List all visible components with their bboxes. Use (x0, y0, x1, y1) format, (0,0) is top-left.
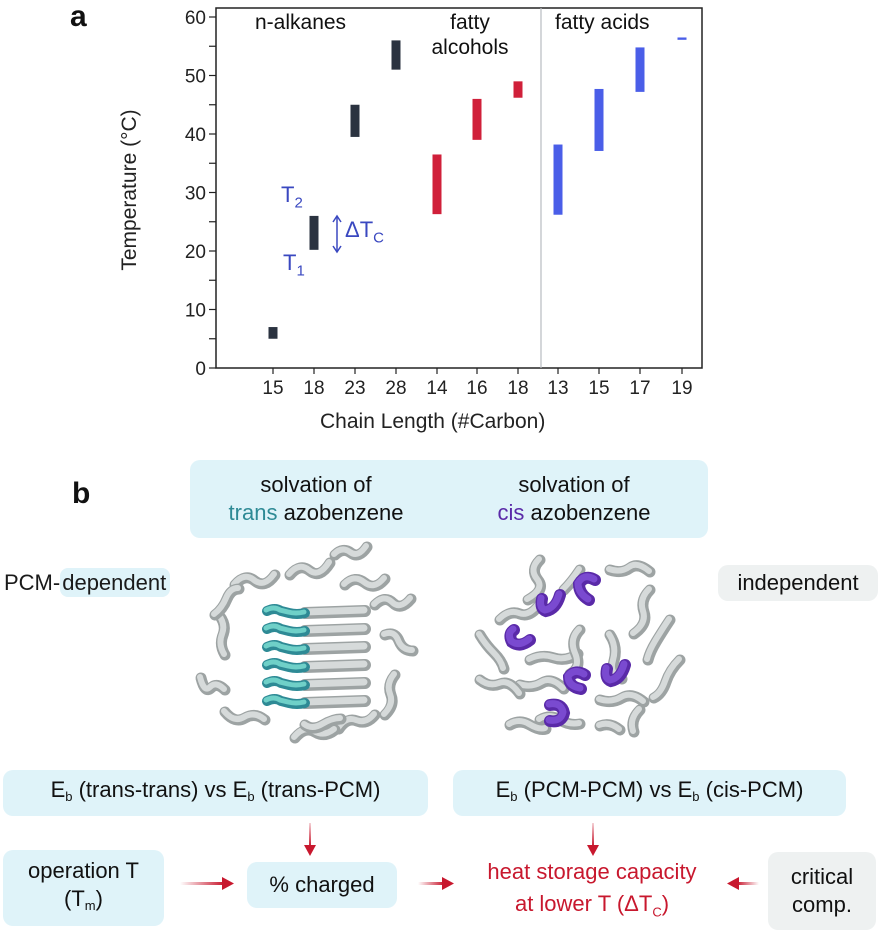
critical-line1: critical (790, 864, 854, 889)
chart-plot-area: 0 10 20 30 40 50 60 15 18 23 28 14 16 18 13 15 17 19 (185, 7, 703, 399)
operation-line2: (Tm) (64, 885, 103, 913)
x-axis-title: Chain Length (#Carbon) (320, 410, 546, 433)
range-bar (432, 154, 442, 215)
x-tick-label: 13 (547, 378, 568, 399)
critical-composition-box: critical comp. (768, 852, 876, 930)
critical-line2: comp. (792, 892, 852, 917)
eb-trans-box: Eb (trans-trans) vs Eb (trans-PCM) (3, 770, 428, 816)
y-axis-title: Temperature (°C) (118, 109, 141, 271)
group-label-fatty-alcohols: fatty alcohols (430, 10, 510, 60)
arrow-charged-to-heat (418, 877, 454, 890)
range-bar (391, 40, 401, 70)
independent-box: independent (718, 565, 878, 601)
t1-annotation: T1 (283, 250, 305, 280)
arrow-eb-cis-to-heat (587, 823, 599, 856)
range-bar (553, 144, 563, 215)
range-bar (472, 98, 482, 140)
cis-solvation-line1: solvation of (518, 472, 630, 497)
x-tick-label: 18 (303, 378, 324, 399)
heat-line2: at lower T (ΔTC) (514, 891, 670, 920)
plot-frame (215, 7, 703, 369)
range-bar (677, 37, 687, 40)
arrow-eb-trans-to-charged (304, 823, 316, 856)
t2-annotation: T2 (281, 182, 303, 212)
panel-b-label: b (72, 477, 91, 510)
pcm-prefix: PCM- (4, 570, 61, 595)
delta-tc-annotation: ΔTC (345, 217, 384, 247)
group-label-fatty-acids: fatty acids (555, 11, 650, 34)
group-label-fatty: fatty (450, 11, 490, 34)
group-label-alcohols: alcohols (431, 36, 509, 59)
eb-cis-box: Eb (PCM-PCM) vs Eb (cis-PCM) (453, 770, 846, 816)
cis-solvation-box: solvation of cis azobenzene (440, 460, 708, 538)
range-bar (350, 104, 360, 137)
y-tick-label: 30 (185, 184, 206, 205)
y-tick-label: 60 (185, 8, 206, 29)
heat-line1: heat storage capacity (487, 859, 697, 884)
heat-storage-capacity-label: heat storage capacity at lower T (ΔTC) (452, 856, 732, 928)
double-arrow-icon (332, 214, 342, 254)
x-tick-label: 23 (344, 378, 365, 399)
x-tick-label: 17 (629, 378, 650, 399)
y-tick-label: 0 (195, 359, 206, 380)
range-bar (635, 47, 645, 92)
cis-azobenzene-illustration (474, 554, 686, 738)
trans-solvation-line1: solvation of (260, 472, 372, 497)
x-tick-label: 28 (385, 378, 406, 399)
operation-line1: operation T (28, 857, 139, 883)
percent-charged-box: % charged (247, 862, 397, 908)
x-tick-label: 15 (262, 378, 283, 399)
y-tick-label: 20 (185, 242, 206, 263)
panel-a-label: a (70, 0, 87, 33)
trans-solvation-line2: trans azobenzene (228, 500, 404, 525)
y-tick-label: 50 (185, 67, 206, 88)
range-bar (268, 327, 278, 339)
operation-temperature-box: operation T (Tm) (3, 850, 164, 926)
cis-solvation-line2: cis azobenzene (497, 500, 651, 525)
range-bar (513, 81, 523, 98)
y-tick-label: 10 (185, 301, 206, 322)
trans-solvation-box: solvation of trans azobenzene (190, 460, 442, 538)
arrow-operation-to-charged (180, 877, 234, 890)
x-tick-label: 16 (466, 378, 487, 399)
x-tick-label: 18 (507, 378, 528, 399)
range-bar (309, 215, 319, 250)
trans-azobenzene-illustration (195, 541, 419, 744)
range-bar (594, 88, 604, 151)
group-label-n-alkanes: n-alkanes (255, 11, 347, 34)
x-tick-label: 15 (588, 378, 609, 399)
x-tick-label: 14 (426, 378, 448, 399)
dependent-box: dependent (60, 568, 171, 597)
x-tick-label: 19 (671, 378, 692, 399)
y-tick-label: 40 (185, 125, 206, 146)
pcm-dependent-label: PCM-dependent (4, 565, 171, 601)
